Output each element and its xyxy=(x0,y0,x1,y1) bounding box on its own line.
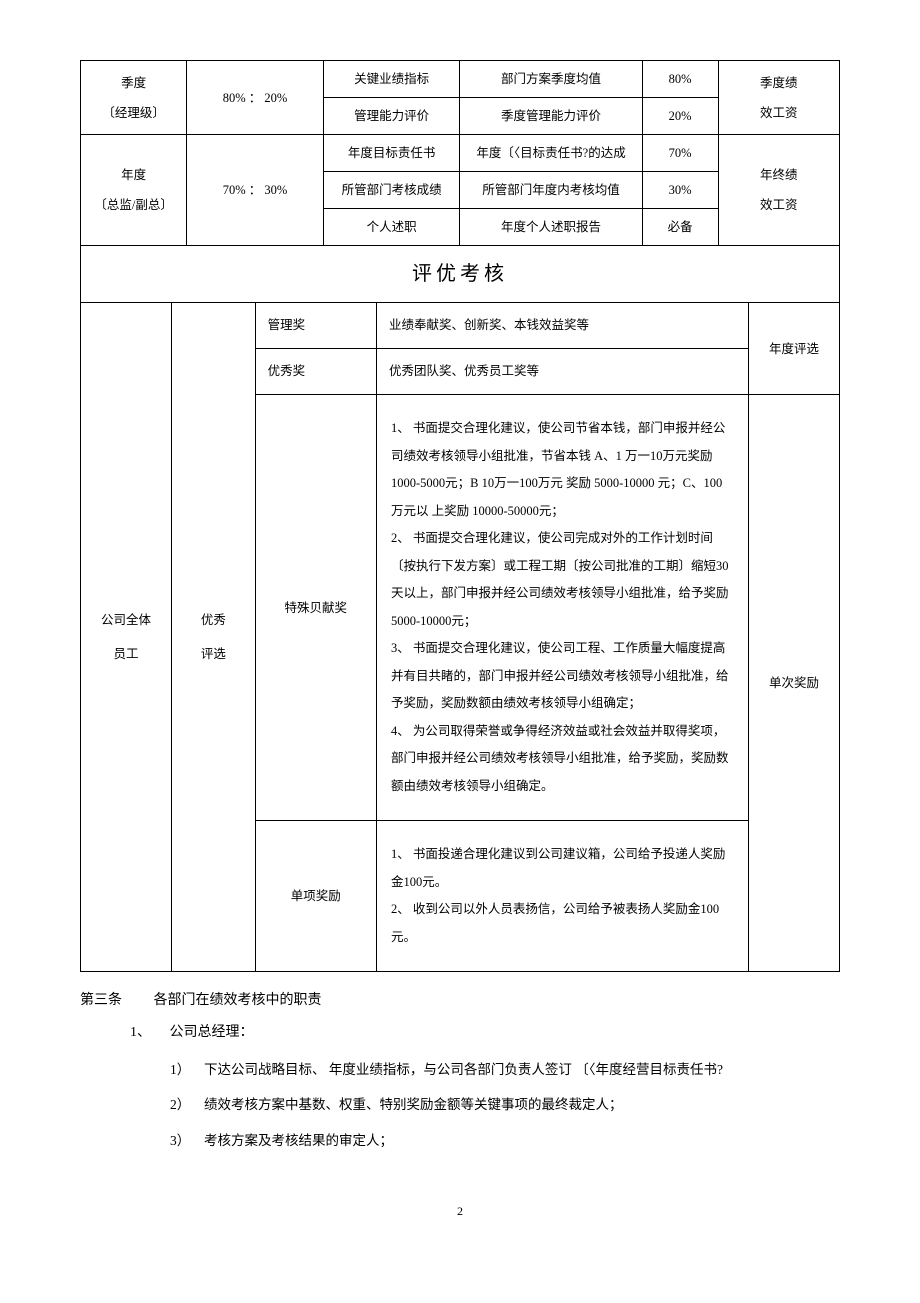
cell-award-label: 单项奖励 xyxy=(255,821,376,972)
text: 〔总监/副总〕 xyxy=(87,195,180,215)
cell: 关键业绩指标 xyxy=(323,61,460,98)
text: 考核方案及考核结果的审定人； xyxy=(204,1133,393,1148)
cell: 所管部门考核成绩 xyxy=(323,172,460,209)
cell: 80% xyxy=(642,61,718,98)
cell-award-label: 特殊贝献奖 xyxy=(255,395,376,821)
cell: 年度个人述职报告 xyxy=(460,209,642,246)
cell: 管理能力评价 xyxy=(323,98,460,135)
cell: 30% xyxy=(642,172,718,209)
article-sublist: 下达公司战略目标、 年度业绩指标，与公司各部门负责人签订 〔〈年度经营目标责任书… xyxy=(130,1059,840,1152)
cell: 季度管理能力评价 xyxy=(460,98,642,135)
cell-excellent-selection: 优秀 评选 xyxy=(172,303,255,972)
cell-award-label: 优秀奖 xyxy=(255,349,376,395)
article-label: 第三条 xyxy=(80,990,150,1012)
article-list: 公司总经理： 下达公司战略目标、 年度业绩指标，与公司各部门负责人签订 〔〈年度… xyxy=(80,1022,840,1151)
text: 季度绩 xyxy=(725,73,833,93)
cell-quarter-salary: 季度绩 效工资 xyxy=(718,61,839,135)
list-item: 公司总经理： 下达公司战略目标、 年度业绩指标，与公司各部门负责人签订 〔〈年度… xyxy=(130,1022,840,1151)
text: 〔经理级〕 xyxy=(87,103,180,123)
cell-annual-salary: 年终绩 效工资 xyxy=(718,135,839,246)
cell: 年度〔〈目标责任书?的达成 xyxy=(460,135,642,172)
article-3: 第三条 各部门在绩效考核中的职责 xyxy=(80,990,840,1012)
cell-award-desc: 优秀团队奖、优秀员工奖等 xyxy=(377,349,749,395)
cell-single-reward-desc: 1、 书面投递合理化建议到公司建议箱，公司给予投递人奖励金100元。 2、 收到… xyxy=(377,821,749,972)
text: 评选 xyxy=(178,644,248,664)
cell: 个人述职 xyxy=(323,209,460,246)
text: 效工资 xyxy=(725,195,833,215)
cell-award-label: 管理奖 xyxy=(255,303,376,349)
assessment-table-top: 季度 〔经理级〕 80% ： 20% 关键业绩指标 部门方案季度均值 80% 季… xyxy=(80,60,840,303)
article-title: 各部门在绩效考核中的职责 xyxy=(154,993,322,1008)
cell-annual-selection: 年度评选 xyxy=(748,303,839,395)
cell-period-annual: 年度 〔总监/副总〕 xyxy=(81,135,187,246)
text: 效工资 xyxy=(725,103,833,123)
text: 年终绩 xyxy=(725,165,833,185)
page-number: 2 xyxy=(80,1202,840,1221)
cell: 20% xyxy=(642,98,718,135)
text: 绩效考核方案中基数、权重、特别奖励金额等关键事项的最终裁定人； xyxy=(204,1097,623,1112)
cell: 必备 xyxy=(642,209,718,246)
section-heading: 评优考核 xyxy=(81,246,840,303)
awards-table: 公司全体 员工 优秀 评选 管理奖 业绩奉献奖、创新奖、本钱效益奖等 年度评选 … xyxy=(80,302,840,972)
cell-ratio-80-20: 80% ： 20% xyxy=(187,61,324,135)
cell-period-quarter: 季度 〔经理级〕 xyxy=(81,61,187,135)
cell-award-desc: 业绩奉献奖、创新奖、本钱效益奖等 xyxy=(377,303,749,349)
cell-single-reward: 单次奖励 xyxy=(748,395,839,972)
list-item: 考核方案及考核结果的审定人； xyxy=(170,1130,840,1152)
cell: 所管部门年度内考核均值 xyxy=(460,172,642,209)
list-item: 下达公司战略目标、 年度业绩指标，与公司各部门负责人签订 〔〈年度经营目标责任书… xyxy=(170,1059,840,1081)
cell-special-contribution-desc: 1、 书面提交合理化建议，使公司节省本钱，部门申报并经公司绩效考核领导小组批准，… xyxy=(377,395,749,821)
cell-all-staff: 公司全体 员工 xyxy=(81,303,172,972)
text: 年度 xyxy=(87,165,180,185)
list-item: 绩效考核方案中基数、权重、特别奖励金额等关键事项的最终裁定人； xyxy=(170,1094,840,1116)
text: 季度 xyxy=(87,73,180,93)
cell-ratio-70-30: 70% ： 30% xyxy=(187,135,324,246)
text: 公司全体 xyxy=(87,610,165,630)
cell: 部门方案季度均值 xyxy=(460,61,642,98)
text: 下达公司战略目标、 年度业绩指标，与公司各部门负责人签订 〔〈年度经营目标责任书… xyxy=(204,1062,723,1077)
text: 优秀 xyxy=(178,610,248,630)
text: 公司总经理： xyxy=(170,1025,254,1040)
cell: 年度目标责任书 xyxy=(323,135,460,172)
text: 员工 xyxy=(87,644,165,664)
cell: 70% xyxy=(642,135,718,172)
